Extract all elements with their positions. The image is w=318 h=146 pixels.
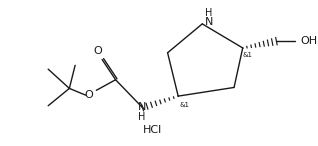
Text: N: N [137, 102, 146, 112]
Text: O: O [84, 90, 93, 100]
Text: &1: &1 [180, 102, 190, 108]
Text: OH: OH [301, 36, 318, 46]
Text: O: O [94, 46, 103, 56]
Text: H: H [138, 112, 145, 122]
Text: &1: &1 [243, 52, 252, 58]
Text: HCl: HCl [142, 125, 162, 135]
Text: N: N [205, 17, 213, 27]
Text: H: H [205, 8, 213, 18]
